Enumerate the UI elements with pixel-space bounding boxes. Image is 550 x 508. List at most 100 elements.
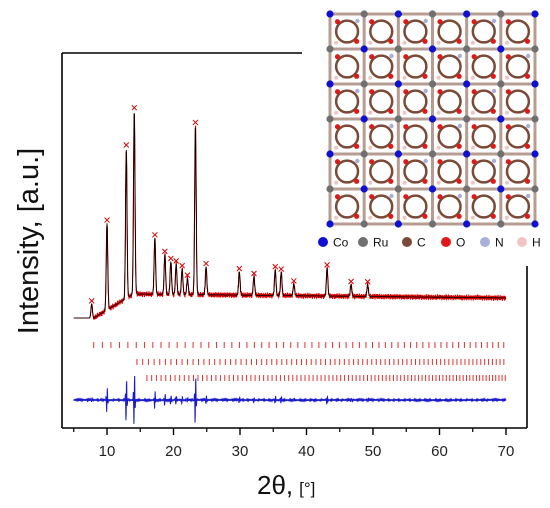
linker-ring <box>505 159 531 184</box>
oxygen-atom <box>524 178 531 184</box>
hydrogen-atom <box>504 180 509 185</box>
linker-ring <box>471 89 496 114</box>
hydrogen-atom <box>402 110 407 115</box>
legend-swatch <box>480 237 490 247</box>
oxygen-atom <box>369 89 375 95</box>
oxygen-atom <box>437 194 443 200</box>
oxygen-atom <box>422 213 428 219</box>
ruthenium-atom <box>497 80 505 88</box>
observed-peak-marker <box>162 248 168 255</box>
nitrogen-atom <box>389 123 394 129</box>
observed-peak-marker <box>251 270 257 277</box>
observed-peak-marker <box>167 255 174 262</box>
observed-peak-marker <box>203 260 209 267</box>
oxygen-atom <box>388 213 394 219</box>
hydrogen-atom <box>470 180 475 185</box>
hydrogen-atom <box>334 180 339 185</box>
linker-ring <box>437 54 462 79</box>
oxygen-atom <box>456 213 462 219</box>
oxygen-atom <box>456 73 462 79</box>
ruthenium-atom <box>428 220 437 228</box>
hydrogen-atom <box>436 75 441 80</box>
hydrogen-atom <box>436 145 441 150</box>
oxygen-atom <box>369 194 375 200</box>
hydrogen-atom <box>368 215 373 220</box>
hydrogen-atom <box>334 145 339 150</box>
legend-item: Ru <box>358 236 388 250</box>
legend-swatch <box>402 237 412 247</box>
cobalt-atom <box>428 45 437 53</box>
linker-ring <box>471 194 496 219</box>
ruthenium-atom <box>497 150 505 158</box>
ruthenium-atom <box>394 115 402 123</box>
legend-swatch <box>318 237 328 247</box>
observed-peak-marker <box>131 104 138 111</box>
legend-label: Co <box>333 236 349 250</box>
cobalt-atom <box>497 45 505 53</box>
difference-curve <box>73 375 507 424</box>
linker-ring <box>369 19 394 44</box>
oxygen-atom <box>388 143 394 149</box>
nitrogen-atom <box>491 18 497 24</box>
hydrogen-atom <box>470 145 475 150</box>
oxygen-atom <box>471 159 477 165</box>
oxygen-atom <box>505 19 511 25</box>
cobalt-atom <box>497 185 505 193</box>
nitrogen-atom <box>423 158 428 164</box>
oxygen-atom <box>422 108 428 114</box>
hydrogen-atom <box>334 215 339 220</box>
ruthenium-atom <box>463 45 471 53</box>
oxygen-atom <box>505 89 511 95</box>
legend-item: O <box>441 236 465 250</box>
oxygen-atom <box>422 38 428 44</box>
observed-peak-marker <box>278 266 285 272</box>
oxygen-atom <box>403 19 409 25</box>
element-legend: Co Ru C O N H <box>318 236 541 250</box>
linker-ring <box>403 89 428 114</box>
oxygen-atom <box>334 194 341 200</box>
oxygen-atom <box>505 54 511 60</box>
cobalt-atom <box>394 10 402 18</box>
x-tick-label: 60 <box>431 443 448 460</box>
oxygen-atom <box>456 178 462 184</box>
hydrogen-atom <box>368 40 373 45</box>
oxygen-atom <box>437 89 443 95</box>
hydrogen-atom <box>334 110 339 115</box>
ruthenium-atom <box>531 115 539 123</box>
cobalt-atom <box>394 80 402 88</box>
hydrogen-atom <box>436 110 441 115</box>
linker-ring <box>403 54 428 79</box>
oxygen-atom <box>490 73 496 79</box>
oxygen-atom <box>354 143 360 149</box>
nitrogen-atom <box>355 18 360 24</box>
oxygen-atom <box>334 19 341 25</box>
cobalt-atom <box>326 150 334 158</box>
linker-ring <box>369 194 394 219</box>
linker-ring <box>471 19 496 44</box>
observed-peak-marker <box>184 272 191 278</box>
x-axis-title-unit: [°] <box>299 479 315 498</box>
legend-swatch <box>441 237 451 247</box>
observed-peak-marker <box>152 231 158 238</box>
cobalt-atom <box>428 115 437 123</box>
nitrogen-atom <box>355 158 360 164</box>
legend-item: Co <box>318 236 349 250</box>
x-tick-label: 40 <box>298 443 315 460</box>
ruthenium-atom <box>394 45 402 53</box>
hydrogen-atom <box>368 75 373 80</box>
reflection-tick-rows <box>93 342 506 381</box>
linker-ring <box>403 159 428 184</box>
hydrogen-atom <box>504 145 509 150</box>
oxygen-atom <box>505 124 511 130</box>
oxygen-atom <box>437 159 443 165</box>
linker-ring <box>471 124 496 149</box>
oxygen-atom <box>354 178 360 184</box>
hydrogen-atom <box>368 110 373 115</box>
legend-label: N <box>495 236 504 250</box>
oxygen-atom <box>388 38 394 44</box>
oxygen-atom <box>456 143 462 149</box>
oxygen-atom <box>490 143 496 149</box>
ruthenium-atom <box>428 150 437 158</box>
oxygen-atom <box>456 38 462 44</box>
oxygen-atom <box>422 73 428 79</box>
